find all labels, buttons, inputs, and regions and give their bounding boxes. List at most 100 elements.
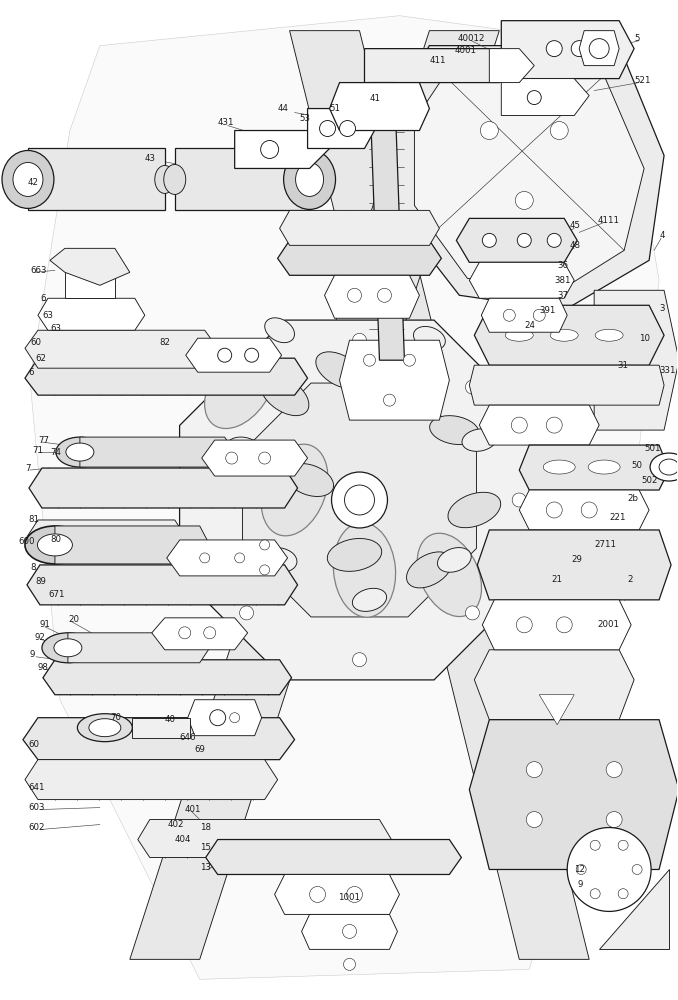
Circle shape (258, 452, 271, 464)
Text: 77: 77 (38, 436, 49, 445)
Circle shape (342, 924, 357, 938)
Circle shape (340, 121, 355, 137)
Circle shape (632, 864, 642, 874)
Polygon shape (365, 49, 509, 83)
Circle shape (606, 762, 622, 778)
Polygon shape (152, 618, 247, 650)
Text: 29: 29 (571, 555, 582, 564)
Circle shape (346, 886, 363, 902)
Polygon shape (481, 298, 567, 332)
Polygon shape (340, 340, 450, 420)
Text: 6: 6 (40, 294, 45, 303)
Circle shape (465, 380, 479, 394)
Polygon shape (243, 383, 477, 617)
Polygon shape (68, 633, 210, 663)
Polygon shape (275, 874, 399, 914)
Text: 12: 12 (574, 865, 585, 874)
Ellipse shape (54, 639, 82, 657)
Ellipse shape (13, 162, 43, 196)
Polygon shape (65, 272, 115, 298)
Text: 51: 51 (330, 104, 340, 113)
Circle shape (378, 288, 391, 302)
Ellipse shape (386, 358, 433, 392)
Text: 502: 502 (641, 476, 658, 485)
Ellipse shape (155, 165, 175, 193)
Polygon shape (235, 131, 330, 168)
Ellipse shape (283, 149, 336, 209)
Polygon shape (414, 76, 644, 292)
Ellipse shape (260, 375, 309, 416)
Circle shape (363, 354, 376, 366)
Circle shape (590, 889, 600, 899)
Text: 81: 81 (28, 515, 39, 524)
Text: 60: 60 (30, 338, 41, 347)
Polygon shape (501, 79, 589, 116)
Text: 71: 71 (32, 446, 43, 455)
Polygon shape (469, 262, 574, 298)
Ellipse shape (25, 526, 85, 564)
Circle shape (260, 141, 279, 158)
Polygon shape (482, 600, 631, 650)
Ellipse shape (353, 588, 386, 611)
Ellipse shape (42, 633, 94, 663)
Polygon shape (519, 445, 669, 490)
Text: 62: 62 (35, 354, 46, 363)
Text: 4111: 4111 (597, 216, 619, 225)
Circle shape (465, 606, 479, 620)
Polygon shape (579, 31, 619, 66)
Polygon shape (50, 248, 129, 285)
Circle shape (200, 553, 210, 563)
Polygon shape (38, 298, 145, 330)
Ellipse shape (589, 460, 620, 474)
Text: 2711: 2711 (594, 540, 616, 549)
Ellipse shape (407, 552, 452, 588)
Ellipse shape (261, 444, 328, 536)
Text: 7: 7 (25, 464, 31, 473)
Circle shape (516, 617, 532, 633)
Polygon shape (389, 46, 664, 310)
Circle shape (230, 713, 239, 723)
Text: 18: 18 (200, 823, 211, 832)
Text: 69: 69 (195, 745, 205, 754)
Circle shape (310, 886, 325, 902)
Polygon shape (30, 16, 659, 979)
Circle shape (226, 452, 238, 464)
Text: 15: 15 (200, 843, 211, 852)
Text: 671: 671 (48, 590, 64, 599)
Polygon shape (456, 218, 577, 262)
Text: 331: 331 (659, 366, 675, 375)
Circle shape (571, 41, 587, 57)
Circle shape (348, 288, 361, 302)
Circle shape (515, 191, 534, 209)
Text: 40: 40 (165, 715, 176, 724)
Circle shape (534, 309, 545, 321)
Polygon shape (370, 83, 405, 360)
Polygon shape (180, 320, 540, 680)
Ellipse shape (66, 443, 94, 461)
Text: 36: 36 (557, 261, 568, 270)
Circle shape (260, 565, 270, 575)
Text: 53: 53 (300, 114, 311, 123)
Text: 74: 74 (50, 448, 61, 457)
Polygon shape (325, 275, 420, 318)
Circle shape (589, 39, 609, 59)
Polygon shape (25, 760, 277, 800)
Circle shape (567, 828, 651, 911)
Circle shape (403, 354, 416, 366)
Text: 600: 600 (18, 537, 35, 546)
Polygon shape (599, 869, 669, 949)
Text: 40012: 40012 (458, 34, 485, 43)
Ellipse shape (89, 719, 121, 737)
Text: 431: 431 (218, 118, 234, 127)
Polygon shape (188, 700, 262, 736)
Text: 24: 24 (524, 321, 535, 330)
Circle shape (511, 417, 527, 433)
Text: 401: 401 (184, 805, 201, 814)
Text: 404: 404 (175, 835, 191, 844)
Text: 9: 9 (577, 880, 582, 889)
Polygon shape (25, 358, 308, 395)
Text: 98: 98 (38, 663, 49, 672)
Text: 63: 63 (42, 311, 53, 320)
Polygon shape (330, 83, 429, 131)
Text: 42: 42 (28, 178, 39, 187)
